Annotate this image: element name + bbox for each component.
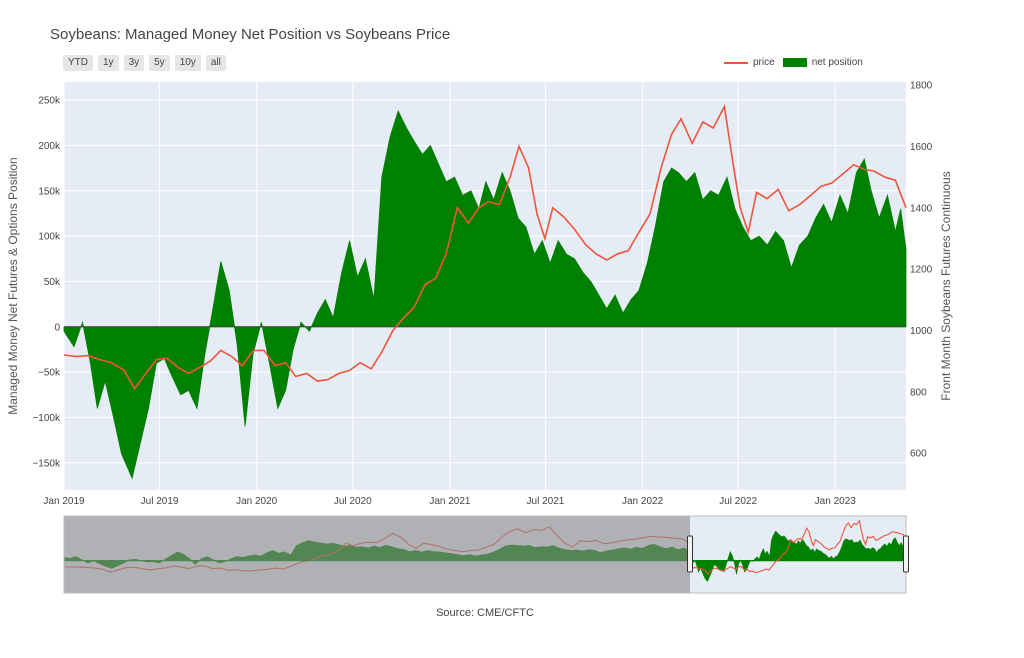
legend-item-net-position[interactable]: net position [782, 57, 863, 68]
y2-tick-label: 1600 [910, 142, 933, 153]
range-button-10y[interactable]: 10y [174, 55, 201, 71]
y-tick-label: 100k [38, 232, 61, 243]
x-tick-label: Jan 2023 [815, 496, 857, 507]
y2-tick-label: 600 [910, 449, 927, 460]
y2-tick-label: 1800 [910, 81, 933, 92]
x-tick-label: Jul 2019 [141, 496, 179, 507]
net-position-area [63, 109, 907, 480]
x-tick-label: Jul 2022 [719, 496, 757, 507]
range-button-ytd[interactable]: YTD [63, 55, 93, 71]
range-button-all[interactable]: all [205, 55, 226, 71]
price-line [63, 103, 907, 391]
y2-tick-label: 1000 [910, 326, 933, 337]
main-plot-area[interactable]: Jan 2019 Jul 2019 Jan 2020 Jul 2020 Jan 2021… [6, 81, 953, 507]
y-tick-label: 200k [38, 141, 61, 152]
x-tick-label: Jan 2022 [622, 496, 664, 507]
legend-label-net-position: net position [811, 57, 863, 68]
slider-mask [64, 516, 690, 593]
slider-handle-right[interactable] [903, 535, 909, 573]
range-button-5y[interactable]: 5y [149, 55, 170, 71]
source-label: Source: CME/CFTC [436, 607, 534, 619]
x-tick-label: Jan 2019 [43, 496, 85, 507]
y-tick-label: −100k [32, 413, 61, 424]
y-axis-title: Managed Money Net Futures & Options Posi… [6, 157, 20, 414]
legend-label-price: price [753, 57, 775, 68]
x-tick-label: Jul 2020 [334, 496, 372, 507]
chart-title: Soybeans: Managed Money Net Position vs … [50, 26, 451, 43]
y2-tick-label: 1200 [910, 265, 933, 276]
range-selector: YTD 1y 3y 5y 10y all [63, 55, 226, 71]
y-tick-label: 0 [54, 322, 60, 333]
y-tick-label: −150k [32, 458, 61, 469]
range-slider[interactable] [63, 515, 909, 594]
y2-axis-title: Front Month Soybeans Futures Continuous [939, 171, 953, 400]
y-tick-label: 250k [38, 96, 61, 107]
chart-svg: Jan 2019 Jul 2019 Jan 2020 Jul 2020 Jan 2021… [6, 81, 953, 594]
slider-window-line [689, 519, 907, 575]
legend-swatch-price [724, 61, 748, 64]
x-tick-label: Jan 2020 [236, 496, 278, 507]
y-tick-label: 50k [44, 277, 61, 288]
y-tick-label: 150k [38, 186, 61, 197]
range-button-3y[interactable]: 3y [123, 55, 145, 71]
range-button-1y[interactable]: 1y [98, 55, 119, 71]
y2-tick-label: 800 [910, 387, 927, 398]
x-tick-label: Jan 2021 [429, 496, 471, 507]
legend-item-price[interactable]: price [724, 57, 775, 68]
y2-tick-label: 1400 [910, 203, 933, 214]
legend-swatch-net-position [782, 58, 807, 67]
x-tick-label: Jul 2021 [527, 496, 565, 507]
slider-handle-left[interactable] [687, 535, 693, 573]
legend: price net position [724, 57, 871, 68]
y-tick-label: −50k [38, 368, 61, 379]
